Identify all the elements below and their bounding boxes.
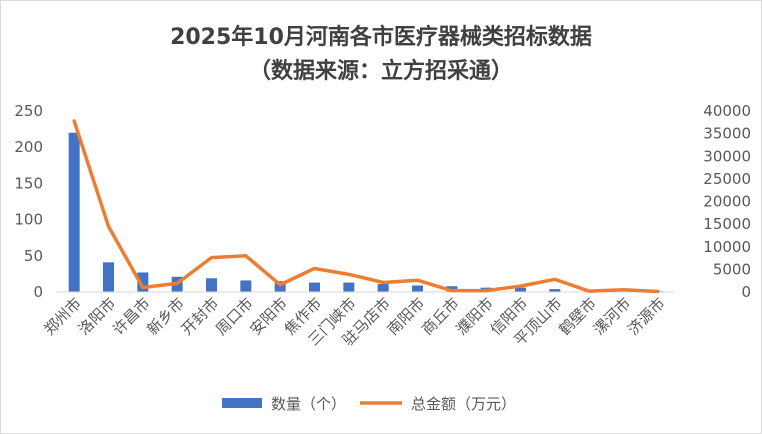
- bar-南阳市: [412, 285, 423, 292]
- x-tick-label: 许昌市: [109, 294, 154, 339]
- x-tick-label: 济源市: [624, 294, 669, 339]
- x-tick-label: 漯河市: [590, 294, 635, 339]
- legend-label-count: 数量（个）: [271, 395, 346, 413]
- x-tick-label: 开封市: [178, 294, 223, 339]
- x-tick-label: 安阳市: [246, 294, 291, 339]
- y-right-tick-label: 20000: [703, 193, 751, 211]
- y-left-tick-label: 50: [24, 247, 43, 265]
- y-right-tick-label: 15000: [703, 215, 751, 233]
- y-right-tick-label: 25000: [703, 170, 751, 188]
- chart-title: 2025年10月河南各市医疗器械类招标数据: [170, 24, 592, 50]
- legend: 数量（个） 总金额（万元）: [222, 395, 516, 413]
- legend-label-amount: 总金额（万元）: [411, 395, 516, 413]
- y-left-tick-label: 0: [33, 283, 43, 301]
- y-left-tick-label: 150: [14, 174, 43, 192]
- y-left-tick-label: 100: [14, 211, 43, 229]
- x-tick-label: 洛阳市: [75, 294, 120, 339]
- y-right-tick-label: 35000: [703, 125, 751, 143]
- x-tick-label: 商丘市: [418, 294, 463, 339]
- y-right-tick-label: 30000: [703, 147, 751, 165]
- y-right-tick-label: 5000: [713, 260, 751, 278]
- bar-郑州市: [68, 132, 80, 292]
- y-right-tick-label: 10000: [703, 238, 751, 256]
- y-left-tick-label: 200: [14, 138, 43, 156]
- bar-焦作市: [309, 282, 320, 292]
- x-tick-label: 南阳市: [384, 294, 429, 339]
- y-right-tick-label: 0: [741, 283, 751, 301]
- bar-洛阳市: [103, 262, 114, 292]
- legend-swatch-count: [222, 398, 262, 408]
- x-tick-label: 周口市: [212, 294, 257, 339]
- bar-许昌市: [137, 272, 149, 292]
- chart-subtitle: （数据来源：立方招采通）: [249, 58, 513, 84]
- y-right-tick-label: 40000: [703, 102, 751, 120]
- x-tick-label: 濮阳市: [452, 294, 497, 339]
- bar-三门峡市: [343, 282, 355, 292]
- x-tick-label: 郑州市: [40, 294, 85, 339]
- y-left-tick-label: 250: [14, 102, 43, 120]
- x-tick-label: 新乡市: [143, 294, 188, 339]
- x-tick-label: 鹤壁市: [555, 294, 600, 339]
- bar-周口市: [240, 280, 252, 292]
- bar-开封市: [206, 278, 217, 292]
- bar-驻马店市: [377, 284, 389, 292]
- bar-信阳市: [515, 287, 526, 292]
- bar-平顶山市: [549, 289, 561, 292]
- bar-安阳市: [274, 281, 286, 292]
- plot-area: 0 50 100 150 200 250 0 5000 10000 15000 20000 25000…: [14, 102, 751, 349]
- amount-line: [72, 119, 660, 294]
